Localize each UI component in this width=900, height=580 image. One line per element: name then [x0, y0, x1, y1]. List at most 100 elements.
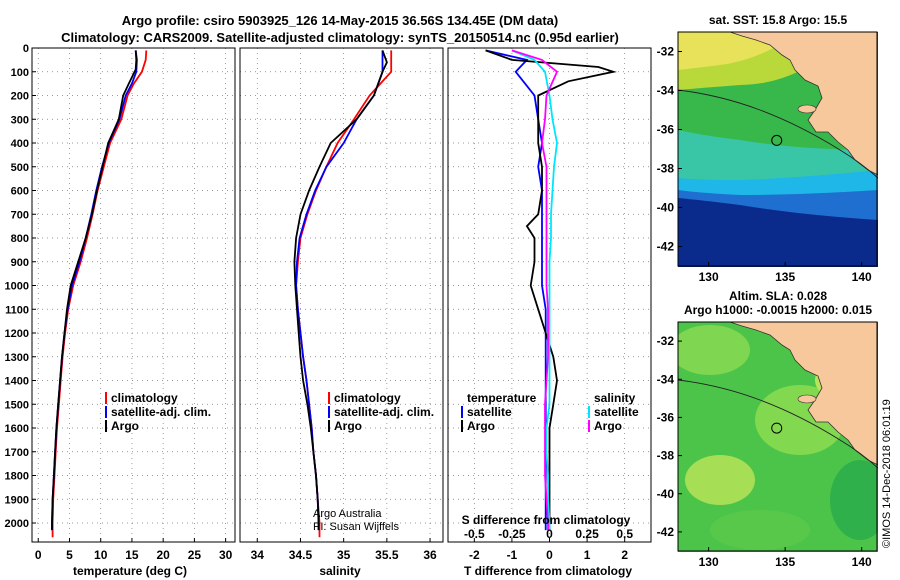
y-tick-label: 1900	[5, 494, 29, 506]
legend-argo-label: Argo	[111, 419, 139, 433]
s-tick-label: 0	[546, 527, 553, 541]
sla-blob	[710, 510, 810, 550]
x-tick-label: 34	[251, 548, 265, 562]
series-line-satellite	[485, 49, 547, 531]
map-y-tick-label: -34	[657, 84, 675, 98]
sla-blob	[678, 325, 750, 375]
temperature-x-ticks: 0 5 10 15 20 25 30	[35, 538, 233, 562]
salinity-frame	[239, 47, 444, 543]
legend-climatology-label: climatology	[111, 391, 178, 405]
sla-map-frame	[677, 321, 878, 552]
sla-kangaroo-island	[797, 394, 817, 404]
imos-credit: ©IMOS 14-Dec-2018 06:01:19	[881, 399, 893, 548]
sst-kangaroo-island	[797, 104, 817, 114]
series-line-satellite-adj-clim-	[51, 50, 138, 531]
sst-map-frame	[677, 31, 878, 267]
x-tick-label: 34.5	[289, 548, 313, 562]
temperature-frame	[31, 47, 236, 543]
figure-title-line2: Climatology: CARS2009. Satellite-adjuste…	[61, 30, 619, 45]
series-line-argo	[293, 50, 388, 531]
y-tick-label: 1200	[5, 328, 29, 340]
legend-climatology-label: climatology	[334, 391, 401, 405]
s-difference-ticks: -0.5 -0.25 0 0.25 0.5	[464, 527, 633, 541]
temperature-panel: 0 5 10 15 20 25 30 0 100 200 300 400 500 600 700 800 90…	[5, 43, 236, 578]
legend-argo-label: Argo	[334, 419, 362, 433]
series-line-satellite	[511, 49, 558, 531]
credit-pi: PI: Susan Wijffels	[313, 521, 399, 533]
difference-legend: temperature satellite Argo salinity sate…	[461, 391, 639, 433]
map-x-tick-label: 130	[699, 270, 719, 284]
sla-blob	[685, 455, 755, 505]
salinity-legend: climatology satellite-adj. clim. Argo	[328, 391, 434, 433]
y-tick-label: 1400	[5, 376, 29, 388]
x-tick-label: 0	[546, 548, 553, 562]
x-tick-label: 20	[156, 548, 170, 562]
salinity-x-label: salinity	[319, 564, 361, 578]
legend-s-satellite-label: satellite	[594, 405, 639, 419]
map-y-tick-label: -32	[657, 334, 675, 348]
s-tick-label: -0.25	[498, 527, 526, 541]
y-tick-label: 1800	[5, 471, 29, 483]
difference-panel: -2 -1 0 1 2 -0.5 -0.25 0 0.25 0.5 S difference f…	[447, 47, 652, 578]
y-tick-label: 1500	[5, 399, 29, 411]
x-tick-label: 36	[423, 548, 437, 562]
salinity-panel: 34 34.5 35 35.5 36 salinity climatology sate…	[239, 47, 444, 578]
sla-map-image	[678, 322, 878, 552]
map-x-tick-label: 135	[775, 555, 795, 569]
temperature-lines	[51, 50, 148, 538]
sla-blob	[830, 460, 878, 540]
x-tick-label: -2	[469, 548, 480, 562]
y-tick-label: 1600	[5, 423, 29, 435]
temperature-grid	[32, 47, 235, 542]
difference-lines	[485, 49, 617, 531]
sla-shelf-contour	[678, 379, 878, 469]
y-tick-label: 0	[23, 43, 29, 55]
sla-map-title: Altim. SLA: 0.028	[729, 289, 827, 303]
x-tick-label: 5	[66, 548, 73, 562]
map-y-tick-label: -40	[657, 201, 675, 215]
map-x-tick-label: 140	[852, 270, 872, 284]
sst-map-ticks: 130 135 140 -32 -34 -36 -38 -40 -42	[657, 45, 872, 285]
y-tick-label: 700	[11, 209, 29, 221]
sst-map-panel: sat. SST: 15.8 Argo: 15.5 130 135 140 -32 -3…	[657, 13, 878, 284]
s-difference-label: S difference from climatology	[462, 513, 631, 527]
y-tick-label: 600	[11, 186, 29, 198]
salinity-grid	[240, 47, 443, 542]
y-tick-label: 2000	[5, 518, 29, 530]
y-tick-label: 1000	[5, 281, 29, 293]
map-x-tick-label: 140	[852, 555, 872, 569]
x-tick-label: 35.5	[375, 548, 399, 562]
figure-title-line1: Argo profile: csiro 5903925_126 14-May-2…	[122, 13, 558, 28]
sla-argo-marker	[771, 422, 783, 434]
map-y-tick-label: -38	[657, 449, 675, 463]
sla-map-subtitle: Argo h1000: -0.0015 h2000: 0.015	[684, 303, 872, 317]
sla-map-panel: Altim. SLA: 0.028 Argo h1000: -0.0015 h2…	[657, 289, 878, 569]
legend-satellite-label: satellite-adj. clim.	[111, 405, 211, 419]
legend-salinity-heading: salinity	[594, 391, 636, 405]
t-difference-ticks: -2 -1 0 1 2	[469, 538, 628, 562]
map-y-tick-label: -36	[657, 410, 675, 424]
series-line-argo	[51, 50, 138, 531]
y-tick-label: 1300	[5, 352, 29, 364]
t-difference-label: T difference from climatology	[464, 564, 632, 578]
series-line-argo	[485, 49, 617, 531]
map-y-tick-label: -42	[657, 240, 675, 254]
y-tick-label: 300	[11, 114, 29, 126]
map-y-tick-label: -36	[657, 123, 675, 137]
y-tick-label: 900	[11, 257, 29, 269]
s-tick-label: 0.5	[616, 527, 633, 541]
x-tick-label: 10	[94, 548, 108, 562]
map-y-tick-label: -42	[657, 525, 675, 539]
sst-map-image	[678, 32, 878, 267]
s-tick-label: -0.5	[464, 527, 485, 541]
temperature-x-label: temperature (deg C)	[73, 564, 187, 578]
legend-t-satellite-label: satellite	[467, 405, 512, 419]
x-tick-label: -1	[507, 548, 518, 562]
sst-argo-marker	[771, 134, 783, 146]
series-line-argo	[511, 49, 559, 531]
map-y-tick-label: -32	[657, 45, 675, 59]
salinity-x-ticks: 34 34.5 35 35.5 36	[251, 538, 437, 562]
x-tick-label: 30	[219, 548, 233, 562]
x-tick-label: 1	[584, 548, 591, 562]
salinity-lines	[293, 50, 393, 538]
